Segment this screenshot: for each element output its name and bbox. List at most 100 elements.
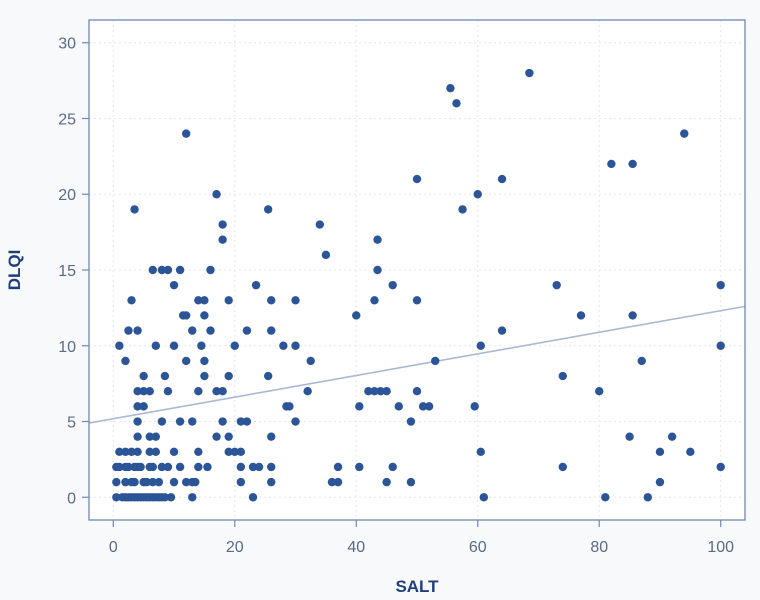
data-point bbox=[364, 387, 373, 396]
data-point bbox=[112, 493, 121, 502]
data-point bbox=[151, 447, 161, 457]
data-point bbox=[242, 417, 252, 426]
data-point bbox=[355, 402, 364, 411]
data-point bbox=[431, 356, 440, 366]
data-point bbox=[628, 159, 637, 169]
data-point bbox=[637, 356, 646, 366]
data-point bbox=[267, 462, 276, 472]
y-tick-label: 10 bbox=[58, 339, 76, 356]
data-point bbox=[127, 296, 136, 305]
data-point bbox=[285, 402, 294, 411]
y-axis-ticks: 0 5 10 15 20 25 30 bbox=[58, 36, 89, 507]
data-point bbox=[458, 205, 467, 214]
y-tick-label: 20 bbox=[58, 187, 76, 204]
data-point bbox=[121, 447, 130, 457]
data-point bbox=[145, 387, 154, 396]
data-point bbox=[412, 387, 422, 396]
data-point bbox=[263, 371, 273, 381]
data-point bbox=[200, 311, 209, 320]
data-point bbox=[394, 402, 403, 411]
data-point bbox=[254, 462, 264, 472]
data-point bbox=[115, 341, 124, 350]
data-point bbox=[373, 235, 382, 244]
data-point bbox=[424, 402, 434, 411]
data-point bbox=[446, 83, 455, 93]
data-point bbox=[188, 326, 197, 335]
data-point bbox=[251, 280, 261, 290]
data-point bbox=[175, 265, 185, 275]
data-point bbox=[406, 417, 416, 426]
data-point bbox=[130, 205, 139, 214]
data-point bbox=[224, 371, 233, 381]
data-point bbox=[373, 265, 382, 275]
data-point bbox=[194, 387, 203, 396]
data-point bbox=[130, 477, 139, 487]
x-tick-label: 0 bbox=[109, 539, 118, 556]
data-point bbox=[181, 356, 191, 366]
data-point bbox=[212, 387, 221, 396]
data-point bbox=[607, 159, 616, 169]
x-tick-label: 100 bbox=[707, 539, 734, 556]
data-point bbox=[306, 356, 315, 366]
plot-area bbox=[89, 20, 745, 520]
data-point bbox=[370, 387, 379, 396]
data-point bbox=[163, 462, 173, 472]
data-point bbox=[352, 311, 361, 320]
data-point bbox=[236, 477, 246, 487]
data-point bbox=[388, 462, 397, 472]
data-point bbox=[124, 462, 133, 472]
data-point bbox=[200, 296, 209, 305]
data-point bbox=[133, 447, 142, 457]
x-axis-title: SALT bbox=[395, 577, 439, 596]
data-point bbox=[248, 493, 258, 502]
data-point bbox=[686, 447, 695, 457]
data-point bbox=[218, 220, 227, 229]
data-point bbox=[148, 265, 157, 275]
data-point bbox=[169, 280, 179, 290]
y-tick-label: 5 bbox=[67, 415, 76, 432]
data-point bbox=[655, 477, 665, 487]
data-point bbox=[236, 447, 246, 457]
y-axis-title: DLQI bbox=[5, 250, 24, 291]
data-point bbox=[181, 129, 191, 138]
data-point bbox=[169, 477, 179, 487]
data-point bbox=[625, 432, 634, 441]
data-point bbox=[716, 341, 725, 350]
data-point bbox=[191, 477, 200, 487]
data-point bbox=[145, 447, 154, 457]
data-point bbox=[321, 250, 331, 260]
data-point bbox=[133, 326, 142, 335]
data-point bbox=[115, 462, 124, 472]
data-point bbox=[315, 220, 325, 229]
data-point bbox=[145, 432, 154, 441]
data-point bbox=[212, 432, 221, 441]
data-point bbox=[139, 371, 148, 381]
data-point bbox=[473, 190, 482, 199]
data-point bbox=[601, 493, 610, 502]
data-point bbox=[236, 462, 246, 472]
trend-line bbox=[88, 305, 746, 424]
data-point bbox=[333, 462, 343, 472]
data-point bbox=[412, 174, 422, 184]
data-point bbox=[133, 432, 142, 441]
data-point bbox=[476, 447, 485, 457]
data-point bbox=[142, 477, 151, 487]
data-point bbox=[355, 462, 364, 472]
data-point bbox=[218, 235, 227, 244]
data-point bbox=[279, 341, 288, 350]
data-point bbox=[479, 493, 489, 502]
data-point bbox=[412, 296, 422, 305]
data-point bbox=[680, 129, 689, 138]
data-point bbox=[194, 462, 203, 472]
data-point bbox=[628, 311, 637, 320]
y-tick-label: 0 bbox=[67, 490, 76, 507]
data-point bbox=[643, 493, 653, 502]
data-point bbox=[157, 462, 167, 472]
data-point bbox=[157, 417, 167, 426]
data-point bbox=[291, 417, 300, 426]
data-point bbox=[157, 265, 167, 275]
data-point bbox=[151, 341, 161, 350]
data-point bbox=[576, 311, 586, 320]
data-point bbox=[224, 432, 233, 441]
